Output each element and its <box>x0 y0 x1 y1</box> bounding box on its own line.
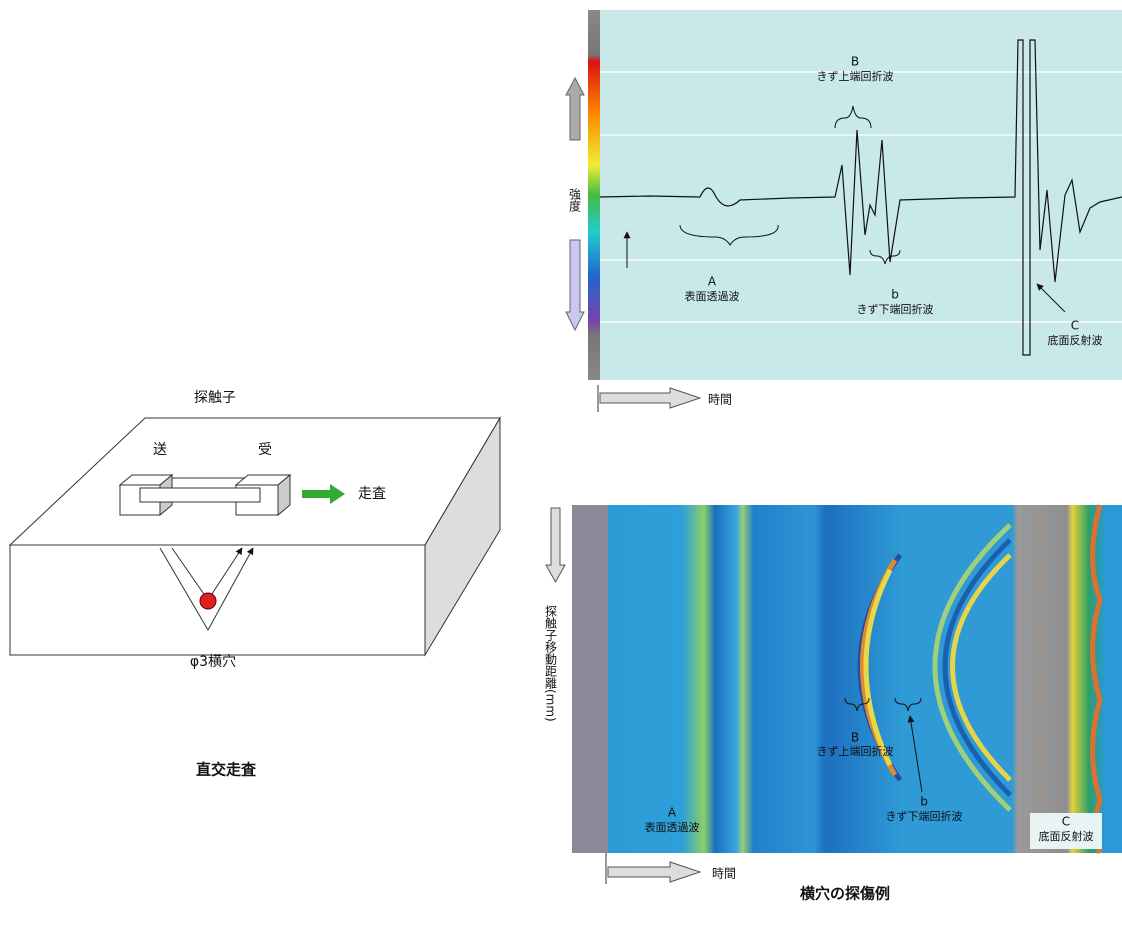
setup-caption: 直交走査 <box>196 761 257 779</box>
color-bar <box>588 10 600 380</box>
caption: 横穴の探傷例 <box>800 885 890 903</box>
wave-letter: B <box>851 731 859 745</box>
up-arrow <box>566 78 584 140</box>
page: 探触子 送 受 走査 φ3横穴 直交走査 強度 時間 B きず上端回折波 A 表… <box>0 0 1122 930</box>
wave-letter: B <box>851 55 859 69</box>
scan-label: 走査 <box>358 486 386 502</box>
down-arrow <box>546 508 565 582</box>
a-scan-y-label: 強度 <box>568 188 582 212</box>
a-scan-panel <box>600 10 1122 380</box>
wave-letter: C <box>1062 815 1070 829</box>
b-scan-x-label: 時間 <box>712 867 736 881</box>
wave-text: 表面透過波 <box>645 820 700 834</box>
block-front <box>10 545 425 655</box>
probe-rod <box>140 488 260 502</box>
receive-label: 受 <box>258 442 272 458</box>
wave-letter: b <box>920 795 928 809</box>
wave-text: きず上端回折波 <box>817 744 894 758</box>
a-scan-x-label: 時間 <box>708 393 732 407</box>
wave-text: きず下端回折波 <box>886 809 963 823</box>
wave-letter: C <box>1071 319 1079 333</box>
probe-label: 探触子 <box>194 390 236 406</box>
wave-text: きず下端回折波 <box>857 302 934 316</box>
hole-label: φ3横穴 <box>190 654 236 670</box>
b-scan: 探触子移動距離(mm) 時間 B きず上端回折波 A 表面透過波 b きず下端回… <box>544 505 1122 884</box>
wave-text: きず上端回折波 <box>817 69 894 83</box>
time-arrow <box>600 388 700 408</box>
wave-letter: b <box>891 288 899 302</box>
b-scan-y-label: 探触子移動距離(mm) <box>544 605 558 722</box>
wave-letter: A <box>668 806 677 820</box>
scale-strip <box>572 505 608 853</box>
wave-letter: A <box>708 275 717 289</box>
wave-text: 底面反射波 <box>1048 333 1103 347</box>
a-scan: 強度 時間 B きず上端回折波 A 表面透過波 b きず下端回折波 C 底面反射… <box>566 10 1122 412</box>
setup-diagram: 探触子 送 受 走査 φ3横穴 直交走査 <box>10 390 500 779</box>
send-label: 送 <box>153 442 167 458</box>
wave-text: 表面透過波 <box>685 289 740 303</box>
down-arrow <box>566 240 584 330</box>
hole <box>200 593 216 609</box>
wave-text: 底面反射波 <box>1039 829 1094 843</box>
time-arrow <box>608 862 700 882</box>
